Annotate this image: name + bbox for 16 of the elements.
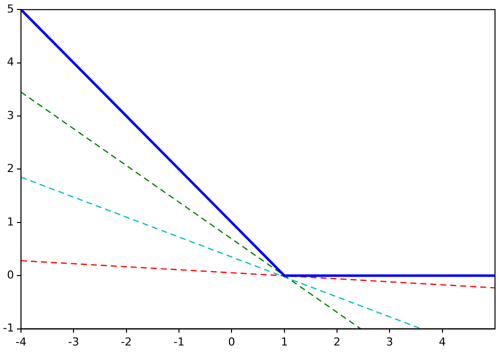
x-tick-label: 1 — [280, 335, 288, 348]
y-tick-label: 3 — [6, 108, 14, 122]
x-tick-label: -1 — [173, 335, 184, 348]
x-tick-label: -4 — [15, 335, 26, 348]
x-tick-label: 4 — [438, 335, 446, 348]
y-tick-label: -1 — [3, 322, 14, 335]
x-tick-label: 2 — [333, 335, 340, 348]
x-tick-label: -3 — [68, 335, 80, 348]
x-tick-label: 0 — [228, 335, 236, 348]
y-tick-label: 4 — [6, 56, 14, 69]
x-tick-label: -2 — [120, 335, 132, 348]
y-tick-label: 1 — [6, 215, 14, 228]
x-tick-label: 3 — [386, 335, 394, 348]
y-tick-label: 2 — [6, 162, 14, 176]
y-tick-label: 0 — [6, 268, 14, 282]
y-tick-label: 5 — [6, 2, 14, 16]
